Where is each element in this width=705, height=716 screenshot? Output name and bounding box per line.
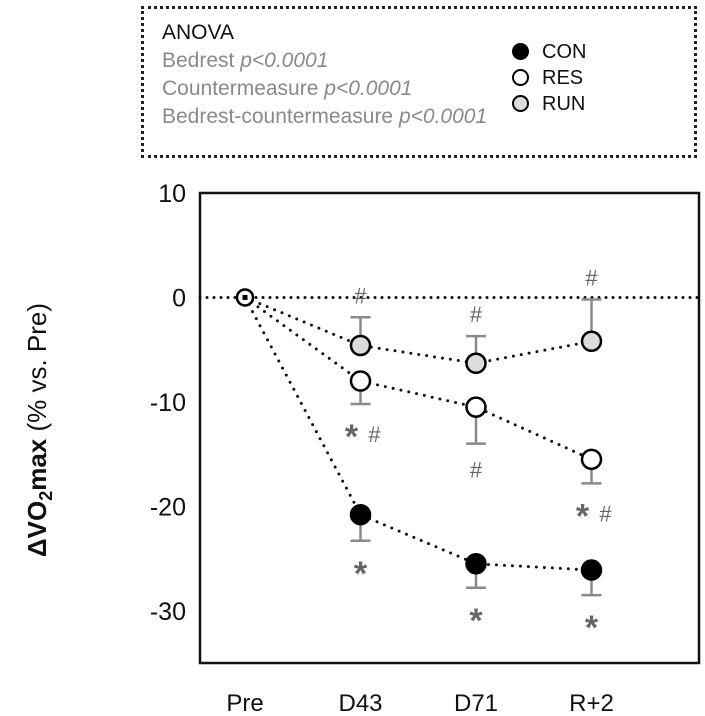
anova-row-interaction: Bedrest-countermeasure p<0.0001	[162, 105, 487, 129]
legend-label: CON	[542, 41, 587, 63]
anova-row-bedrest: Bedrest p<0.0001	[162, 49, 328, 73]
legend-marker-res	[512, 69, 529, 86]
legend-marker-run	[512, 95, 529, 112]
significance-hash: #	[585, 266, 598, 291]
anova-row-countermeasure: Countermeasure p<0.0001	[162, 77, 412, 101]
y-label-subscript: 2	[36, 491, 56, 501]
significance-hash: #	[599, 501, 612, 526]
x-tick-label: D71	[454, 690, 498, 716]
y-label-units: (% vs. Pre)	[22, 303, 52, 432]
significance-star: *	[354, 555, 368, 593]
legend-item-con: CON	[512, 41, 587, 64]
significance-star: *	[576, 497, 590, 535]
data-point-con	[349, 503, 372, 526]
significance-hash: #	[354, 283, 367, 308]
anova-label: Bedrest-countermeasure	[162, 105, 394, 128]
series-line-con	[243, 295, 593, 572]
anova-label: Bedrest	[162, 49, 235, 72]
y-label-bold: ΔVO	[22, 501, 52, 557]
data-point-run	[349, 334, 372, 357]
data-point-res	[580, 448, 603, 471]
legend-item-run: RUN	[512, 93, 586, 116]
legend-item-res: RES	[512, 67, 584, 90]
anova-p: p<0.0001	[240, 49, 329, 72]
y-tick-label: -10	[150, 389, 186, 417]
x-tick-label: R+2	[569, 690, 614, 716]
plot-frame	[198, 191, 701, 665]
significance-hash: #	[470, 302, 483, 327]
data-point-con	[465, 553, 487, 575]
significance-star: *	[345, 418, 359, 456]
anova-title: ANOVA	[162, 21, 234, 44]
significance-star: *	[585, 609, 599, 647]
data-point-run	[580, 330, 603, 353]
legend-label: RES	[542, 67, 584, 89]
y-tick-label: 10	[158, 180, 186, 208]
data-point-res	[349, 370, 372, 392]
significance-hash: #	[470, 458, 483, 483]
data-point-run	[465, 352, 487, 374]
data-point-res	[465, 396, 487, 418]
legend-label: RUN	[542, 93, 586, 115]
series-line-run	[243, 295, 593, 365]
x-tick-label: D43	[338, 690, 382, 716]
data-point-pre-center	[242, 294, 248, 300]
legend-box: ANOVA Bedrest p<0.0001 Countermeasure p<…	[141, 6, 697, 158]
data-point-con	[580, 559, 603, 581]
y-tick-label: -30	[150, 598, 186, 626]
legend-marker-con	[512, 43, 529, 60]
anova-p: p<0.0001	[324, 77, 413, 100]
y-tick-label: -20	[150, 493, 186, 521]
y-tick-label: 0	[172, 284, 186, 312]
significance-star: *	[469, 602, 483, 640]
x-tick-label: Pre	[226, 690, 263, 716]
anova-p: p<0.0001	[398, 105, 488, 128]
y-label-bold-rest: max	[22, 432, 52, 491]
significance-hash: #	[368, 422, 381, 447]
y-axis-label: ΔVO2max (% vs. Pre)	[22, 303, 56, 557]
series-line-res	[243, 295, 593, 461]
anova-label: Countermeasure	[162, 77, 319, 100]
